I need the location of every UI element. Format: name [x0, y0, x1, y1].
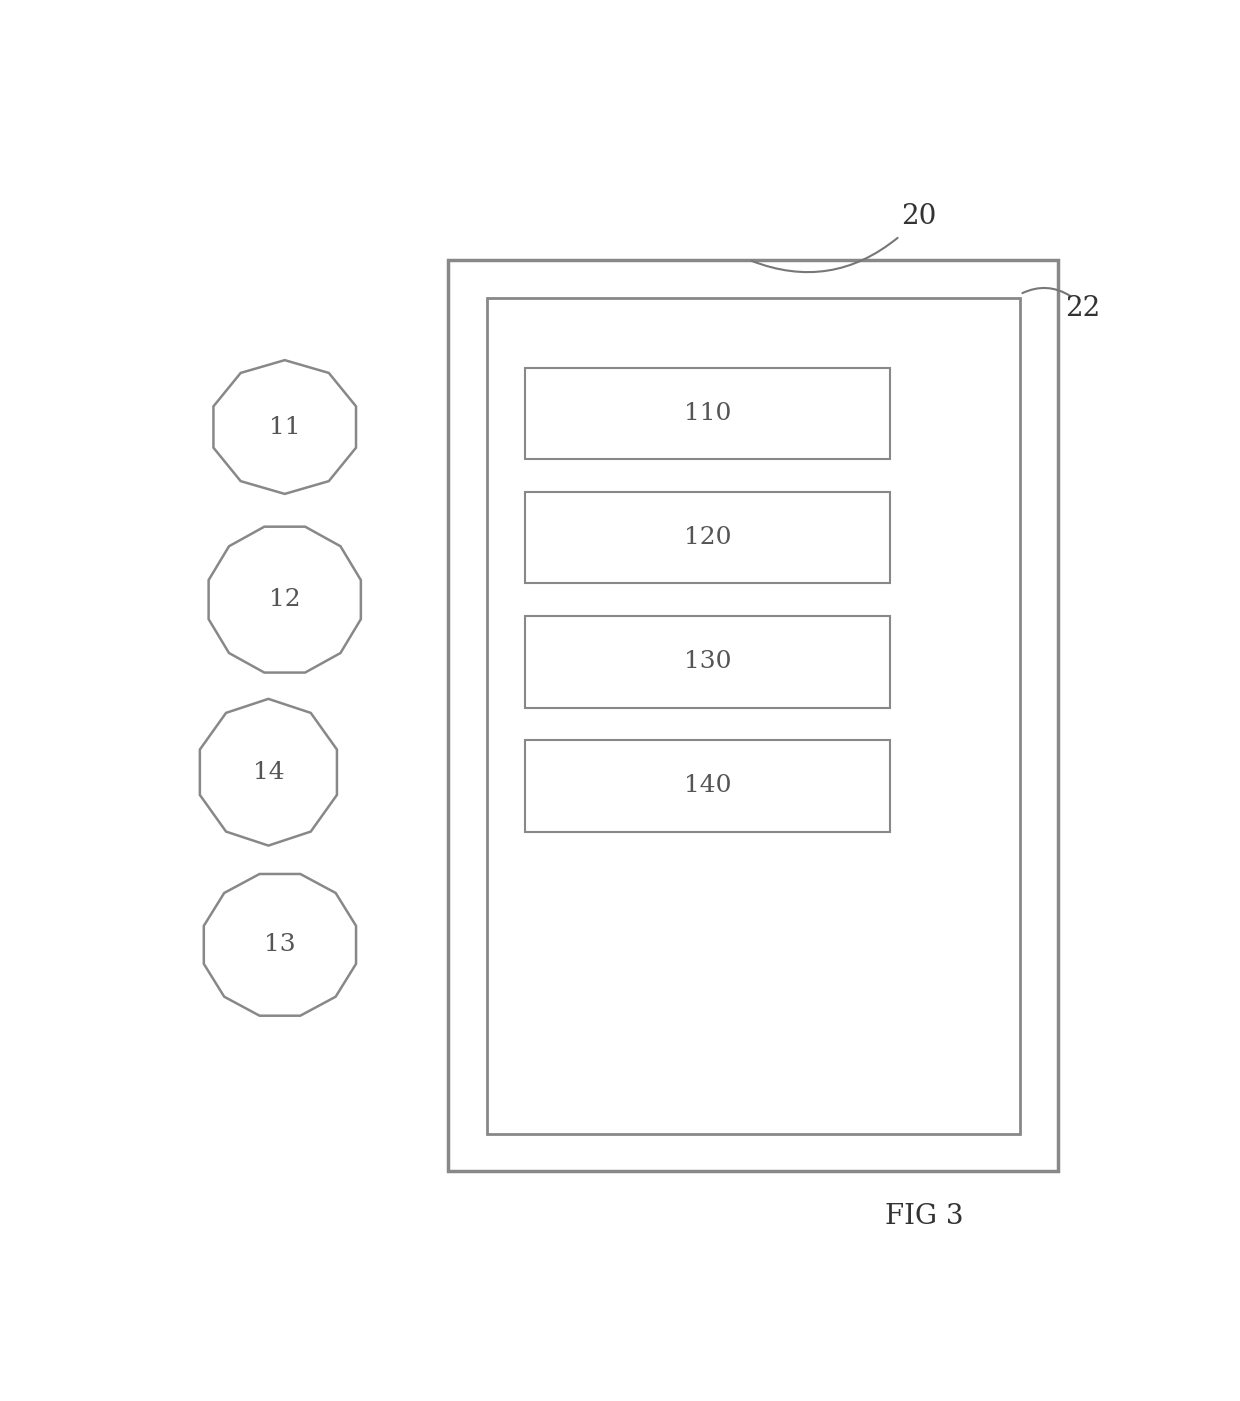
- Text: 22: 22: [1065, 294, 1100, 322]
- Text: 12: 12: [269, 588, 300, 611]
- Polygon shape: [200, 699, 337, 846]
- Text: 130: 130: [683, 650, 732, 672]
- Bar: [448, 259, 1059, 1171]
- Bar: [486, 297, 1019, 1133]
- Polygon shape: [208, 527, 361, 672]
- Polygon shape: [203, 874, 356, 1016]
- Text: 13: 13: [264, 933, 296, 957]
- Text: FIG 3: FIG 3: [884, 1203, 963, 1230]
- Polygon shape: [213, 360, 356, 495]
- Bar: [525, 740, 890, 832]
- Text: 110: 110: [684, 402, 732, 425]
- Bar: [525, 492, 890, 583]
- Text: 140: 140: [683, 775, 732, 797]
- Text: 20: 20: [901, 203, 936, 230]
- Bar: [525, 616, 890, 708]
- Text: 120: 120: [683, 527, 732, 549]
- Text: 11: 11: [269, 416, 300, 439]
- Bar: [525, 367, 890, 460]
- Text: 14: 14: [253, 761, 284, 783]
